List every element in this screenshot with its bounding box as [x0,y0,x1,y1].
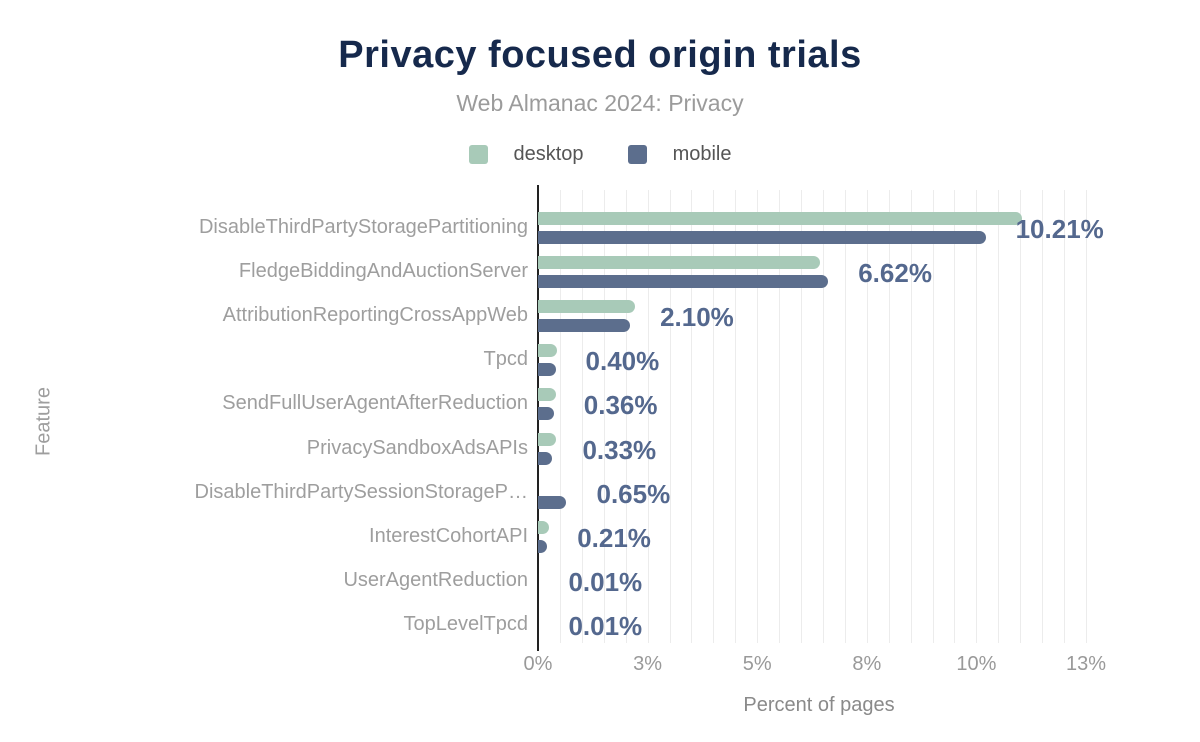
desktop-bar [538,300,635,314]
feature-label: DisableThirdPartySessionStorageP… [194,480,529,503]
gridline [954,190,956,643]
value-label: 0.21% [577,522,651,553]
feature-label: FledgeBiddingAndAuctionServer [238,260,528,283]
gridline [757,190,759,643]
gridline [1042,190,1044,643]
gridline [822,190,824,643]
mobile-bar [538,275,829,289]
feature-label: PrivacySandboxAdsAPIs [306,436,528,459]
desktop-bar [538,432,556,446]
value-label: 6.62% [858,258,932,289]
mobile-swatch-icon [627,145,647,164]
feature-label: AttributionReportingCrossAppWeb [222,304,528,327]
value-label: 0.01% [568,610,643,641]
value-label: 10.21% [1015,214,1104,244]
value-label: 0.40% [585,346,660,377]
desktop-bar [538,388,556,402]
mobile-bar [538,495,567,509]
gridline [976,190,978,643]
desktop-swatch-icon [468,145,488,164]
x-tick-label: 0% [523,653,553,675]
gridline [998,190,1000,643]
chart-title: Privacy focused origin trials [338,34,862,76]
desktop-bar [538,212,1023,225]
mobile-bar [538,407,554,421]
gridline [669,190,671,643]
x-tick-label: 3% [633,653,663,675]
value-label: 0.65% [596,478,671,509]
value-label: 0.01% [568,566,643,597]
mobile-bar [538,363,556,377]
chart-subtitle: Web Almanac 2024: Privacy [456,90,744,116]
gridline [647,190,649,643]
feature-label: InterestCohortAPI [369,524,528,547]
gridline [801,190,803,643]
feature-label: UserAgentReduction [343,568,528,591]
gridline [779,190,781,643]
x-axis-title: Percent of pages [743,694,895,716]
feature-label: TopLevelTpcd [403,612,528,635]
mobile-bar [538,539,548,553]
feature-label: SendFullUserAgentAfterReduction [222,392,528,415]
feature-label: DisableThirdPartyStoragePartitioning [198,216,528,238]
gridline [603,190,605,643]
gridline [581,190,583,643]
x-tick-label: 8% [852,653,882,675]
desktop-bar [538,520,549,534]
legend-item-desktop: desktop [468,143,584,166]
gridline [1020,190,1022,643]
value-label: 0.33% [582,434,657,465]
x-tick-label: 10% [956,653,997,675]
gridline [932,190,934,643]
gridline [713,190,715,643]
gridline [844,190,846,643]
legend-item-mobile: mobile [627,143,732,166]
legend-label-desktop: desktop [513,143,584,165]
gridline [1064,190,1066,643]
value-label: 0.36% [583,390,658,421]
value-label: 2.10% [660,302,734,333]
mobile-bar [538,231,986,244]
gridline [625,190,627,643]
gridline [888,190,890,643]
legend: desktop mobile [0,143,1200,166]
gridline [691,190,693,643]
desktop-bar [538,344,557,358]
legend-label-mobile: mobile [672,143,732,165]
gridline [735,190,737,643]
feature-label: Tpcd [483,348,528,371]
gridline [910,190,912,643]
gridline [1086,190,1087,643]
gridline [559,190,561,643]
mobile-bar [538,319,631,333]
gridline [866,190,868,643]
x-tick-label: 5% [742,653,772,675]
mobile-bar [538,451,553,465]
x-tick-label: 13% [1065,653,1107,675]
desktop-bar [538,256,821,270]
